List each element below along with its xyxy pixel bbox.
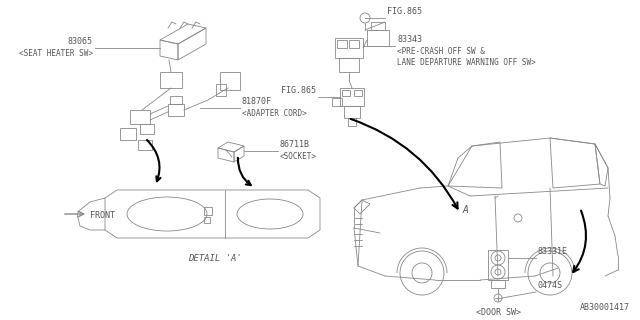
Bar (339, 58, 359, 72)
Bar (140, 124, 154, 134)
Bar (367, 30, 389, 46)
Text: AB30001417: AB30001417 (580, 303, 630, 312)
Text: 0474S: 0474S (538, 281, 563, 290)
Text: <PRE-CRASH OFF SW &: <PRE-CRASH OFF SW & (397, 47, 485, 56)
Bar (344, 106, 360, 118)
Text: 83331E: 83331E (538, 247, 568, 256)
Bar (138, 140, 152, 150)
Text: <SOCKET>: <SOCKET> (280, 152, 317, 161)
Text: <SEAT HEATER SW>: <SEAT HEATER SW> (19, 49, 93, 58)
Text: LANE DEPARTURE WARNING OFF SW>: LANE DEPARTURE WARNING OFF SW> (397, 58, 536, 67)
Bar (354, 90, 362, 96)
Bar (160, 72, 182, 88)
Bar (340, 88, 364, 106)
Text: FIG.865: FIG.865 (281, 86, 316, 95)
Bar (348, 118, 356, 126)
Text: A: A (462, 205, 468, 215)
Bar (130, 110, 150, 124)
Bar (170, 96, 182, 104)
Bar (120, 128, 136, 140)
Text: FIG.865: FIG.865 (387, 7, 422, 16)
Bar (220, 72, 240, 90)
Text: 81870F: 81870F (242, 97, 272, 106)
Bar (204, 217, 210, 223)
Text: FRONT: FRONT (90, 211, 115, 220)
Bar (488, 250, 508, 280)
Bar (204, 207, 212, 215)
Bar (216, 84, 226, 96)
Bar (491, 280, 505, 288)
Text: <DOOR SW>: <DOOR SW> (476, 308, 520, 317)
Text: <ADAPTER CORD>: <ADAPTER CORD> (242, 109, 307, 118)
Bar (349, 40, 359, 48)
Bar (371, 22, 385, 30)
Bar (337, 40, 347, 48)
Text: 83065: 83065 (68, 37, 93, 46)
Text: DETAIL 'A': DETAIL 'A' (188, 254, 242, 263)
Bar (332, 98, 342, 106)
Bar (342, 90, 350, 96)
Text: 86711B: 86711B (280, 140, 310, 149)
Bar (335, 38, 363, 58)
Text: 83343: 83343 (397, 35, 422, 44)
Bar (168, 104, 184, 116)
